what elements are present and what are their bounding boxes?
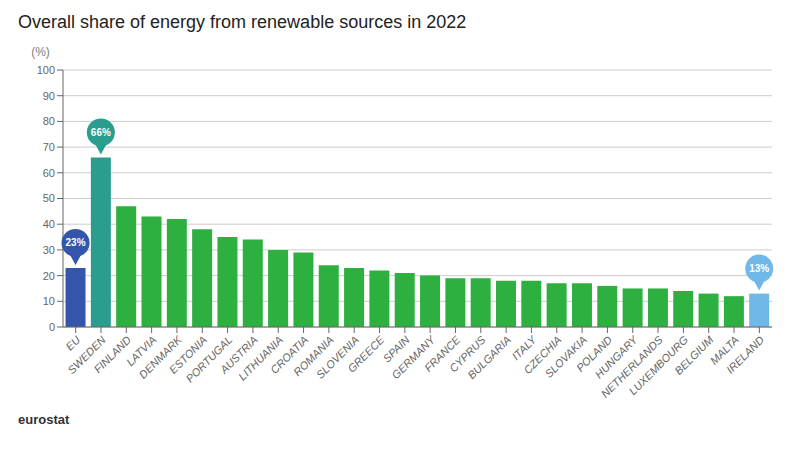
svg-text:SLOVAKIA: SLOVAKIA xyxy=(542,333,589,380)
svg-text:GERMANY: GERMANY xyxy=(389,333,438,382)
svg-text:ROMANIA: ROMANIA xyxy=(291,333,336,379)
html-text:Overall share of energy from r: Overall share of energy from renewable s… xyxy=(18,12,467,32)
svg-text:FINLAND: FINLAND xyxy=(91,333,133,375)
svg-text:10: 10 xyxy=(43,295,55,307)
svg-text:SLOVENIA: SLOVENIA xyxy=(313,333,362,381)
html-text:eurostat: eurostat xyxy=(18,412,70,427)
svg-text:EU: EU xyxy=(63,333,82,352)
svg-text:SWEDEN: SWEDEN xyxy=(65,333,108,377)
svg-text:30: 30 xyxy=(43,244,55,256)
svg-text:PORTUGAL: PORTUGAL xyxy=(183,333,235,385)
svg-text:ITALY: ITALY xyxy=(509,333,539,363)
svg-text:50: 50 xyxy=(43,192,55,204)
svg-text:BULGARIA: BULGARIA xyxy=(465,333,513,381)
svg-text:90: 90 xyxy=(43,90,55,102)
svg-text:0: 0 xyxy=(49,321,55,333)
svg-text:HUNGARY: HUNGARY xyxy=(592,333,640,381)
svg-text:23%: 23% xyxy=(66,237,86,248)
svg-text:DENMARK: DENMARK xyxy=(136,333,184,381)
svg-text:70: 70 xyxy=(43,141,55,153)
svg-text:NETHERLANDS: NETHERLANDS xyxy=(598,333,665,400)
svg-text:100: 100 xyxy=(37,64,55,76)
svg-text:ESTONIA: ESTONIA xyxy=(166,333,210,376)
svg-text:AUSTRIA: AUSTRIA xyxy=(217,333,260,376)
svg-text:BELGIUM: BELGIUM xyxy=(672,333,716,377)
svg-text:GREECE: GREECE xyxy=(345,333,387,375)
svg-text:13%: 13% xyxy=(749,263,769,274)
svg-text:CZECHIA: CZECHIA xyxy=(521,333,564,377)
svg-text:20: 20 xyxy=(43,270,55,282)
svg-text:40: 40 xyxy=(43,218,55,230)
svg-text:FRANCE: FRANCE xyxy=(421,333,463,374)
svg-text:LUXEMBOURG: LUXEMBOURG xyxy=(626,333,691,398)
svg-text:CYPRUS: CYPRUS xyxy=(446,333,488,375)
svg-text:IRELAND: IRELAND xyxy=(724,333,766,375)
svg-text:LITHUANIA: LITHUANIA xyxy=(236,333,286,383)
svg-text:CROATIA: CROATIA xyxy=(268,333,311,376)
svg-text:MALTA: MALTA xyxy=(707,333,741,367)
svg-text:LATVIA: LATVIA xyxy=(123,333,159,369)
svg-text:60: 60 xyxy=(43,167,55,179)
svg-text:80: 80 xyxy=(43,115,55,127)
svg-text:(%): (%) xyxy=(31,45,50,59)
svg-text:SPAIN: SPAIN xyxy=(380,333,412,365)
svg-text:POLAND: POLAND xyxy=(573,333,615,374)
svg-text:66%: 66% xyxy=(91,127,111,138)
